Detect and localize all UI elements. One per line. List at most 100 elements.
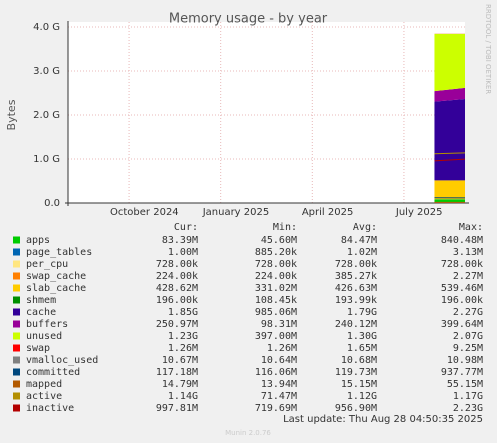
legend-value: 1.23G: [168, 331, 198, 342]
area: [434, 180, 465, 200]
legend-value: 1.26M: [267, 343, 297, 354]
legend-value: 1.65M: [347, 343, 377, 354]
legend-value: 399.64M: [441, 319, 483, 330]
footer: Munin 2.0.76: [225, 429, 271, 437]
legend-swatch: [13, 392, 20, 400]
legend-entry: active: [26, 391, 62, 402]
legend-value: 1.85G: [168, 307, 198, 318]
legend-value: 84.47M: [341, 235, 377, 246]
legend-value: 196.00k: [441, 295, 483, 306]
legend-value: 13.94M: [261, 379, 297, 390]
legend-entry: swap_cache: [26, 271, 86, 282]
legend-swatch: [13, 272, 20, 280]
legend-header: Min:: [273, 222, 297, 233]
legend-value: 98.31M: [261, 319, 297, 330]
legend-value: 1.12G: [347, 391, 377, 402]
legend-swatch: [13, 308, 20, 316]
legend-header: Avg:: [353, 222, 377, 233]
legend-value: 193.99k: [335, 295, 377, 306]
legend-entry: per_cpu: [26, 259, 68, 270]
legend-value: 224.00k: [255, 271, 297, 282]
legend-swatch: [13, 368, 20, 376]
area: [434, 33, 465, 92]
legend-value: 15.15M: [341, 379, 377, 390]
legend-entry: inactive: [26, 403, 74, 414]
x-tick-label: October 2024: [110, 207, 179, 218]
legend-value: 10.68M: [341, 355, 377, 366]
legend-value: 3.13M: [453, 247, 483, 258]
legend-value: 116.06M: [255, 367, 297, 378]
area: [434, 98, 465, 181]
legend-value: 1.30G: [347, 331, 377, 342]
legend-value: 331.02M: [255, 283, 297, 294]
legend-value: 2.07G: [453, 331, 483, 342]
legend-value: 1.14G: [168, 391, 198, 402]
legend-value: 250.97M: [156, 319, 198, 330]
legend-entry: page_tables: [26, 247, 92, 258]
legend-value: 885.20k: [255, 247, 297, 258]
legend-value: 55.15M: [447, 379, 483, 390]
legend-value: 2.27G: [453, 307, 483, 318]
plot-area: [68, 22, 465, 203]
legend-swatch: [13, 296, 20, 304]
legend-entry: shmem: [26, 295, 56, 306]
legend-value: 240.12M: [335, 319, 377, 330]
area: [434, 87, 465, 102]
legend-value: 539.46M: [441, 283, 483, 294]
legend-header: Cur:: [174, 222, 198, 233]
legend-value: 719.69M: [255, 403, 297, 414]
y-axis-label: Bytes: [5, 99, 18, 130]
y-tick-label: 0.0: [44, 198, 60, 209]
x-tick-label: July 2025: [395, 207, 443, 218]
legend-value: 937.77M: [441, 367, 483, 378]
legend-value: 728.00k: [441, 259, 483, 270]
legend-entry: committed: [26, 367, 80, 378]
legend-swatch: [13, 404, 20, 412]
legend-value: 728.00k: [156, 259, 198, 270]
legend-value: 1.02M: [347, 247, 377, 258]
legend-value: 1.79G: [347, 307, 377, 318]
y-tick-label: 3.0 G: [33, 66, 60, 77]
legend-entry: slab_cache: [26, 283, 86, 294]
legend-entry: cache: [26, 307, 56, 318]
legend-entry: vmalloc_used: [26, 355, 98, 366]
legend-value: 10.67M: [162, 355, 198, 366]
legend-value: 428.62M: [156, 283, 198, 294]
legend-entry: apps: [26, 235, 50, 246]
legend-swatch: [13, 248, 20, 256]
legend-swatch: [13, 236, 20, 244]
legend-value: 83.39M: [162, 235, 198, 246]
legend-value: 71.47M: [261, 391, 297, 402]
legend-value: 1.17G: [453, 391, 483, 402]
last-update: Last update: Thu Aug 28 04:50:35 2025: [283, 414, 483, 425]
legend-value: 985.06M: [255, 307, 297, 318]
legend-swatch: [13, 332, 20, 340]
legend-swatch: [13, 260, 20, 268]
legend-value: 2.23G: [453, 403, 483, 414]
legend-entry: unused: [26, 331, 62, 342]
legend-value: 397.00M: [255, 331, 297, 342]
legend-value: 196.00k: [156, 295, 198, 306]
legend-value: 10.64M: [261, 355, 297, 366]
legend-entry: buffers: [26, 319, 68, 330]
legend-header: Max:: [459, 222, 483, 233]
y-tick-label: 4.0 G: [33, 22, 60, 33]
legend-value: 997.81M: [156, 403, 198, 414]
y-tick-label: 2.0 G: [33, 110, 60, 121]
chart-title: Memory usage - by year: [169, 12, 328, 27]
legend-value: 10.98M: [447, 355, 483, 366]
legend-entry: swap: [26, 343, 50, 354]
y-tick-label: 1.0 G: [33, 154, 60, 165]
legend-entry: mapped: [26, 379, 62, 390]
legend-swatch: [13, 320, 20, 328]
x-tick-label: April 2025: [302, 207, 353, 218]
legend-value: 9.25M: [453, 343, 483, 354]
legend-value: 119.73M: [335, 367, 377, 378]
legend-value: 1.26M: [168, 343, 198, 354]
legend-value: 224.00k: [156, 271, 198, 282]
side-label: RRDTOOL / TOBI OETIKER: [484, 4, 492, 94]
legend-value: 728.00k: [335, 259, 377, 270]
legend-value: 385.27k: [335, 271, 377, 282]
